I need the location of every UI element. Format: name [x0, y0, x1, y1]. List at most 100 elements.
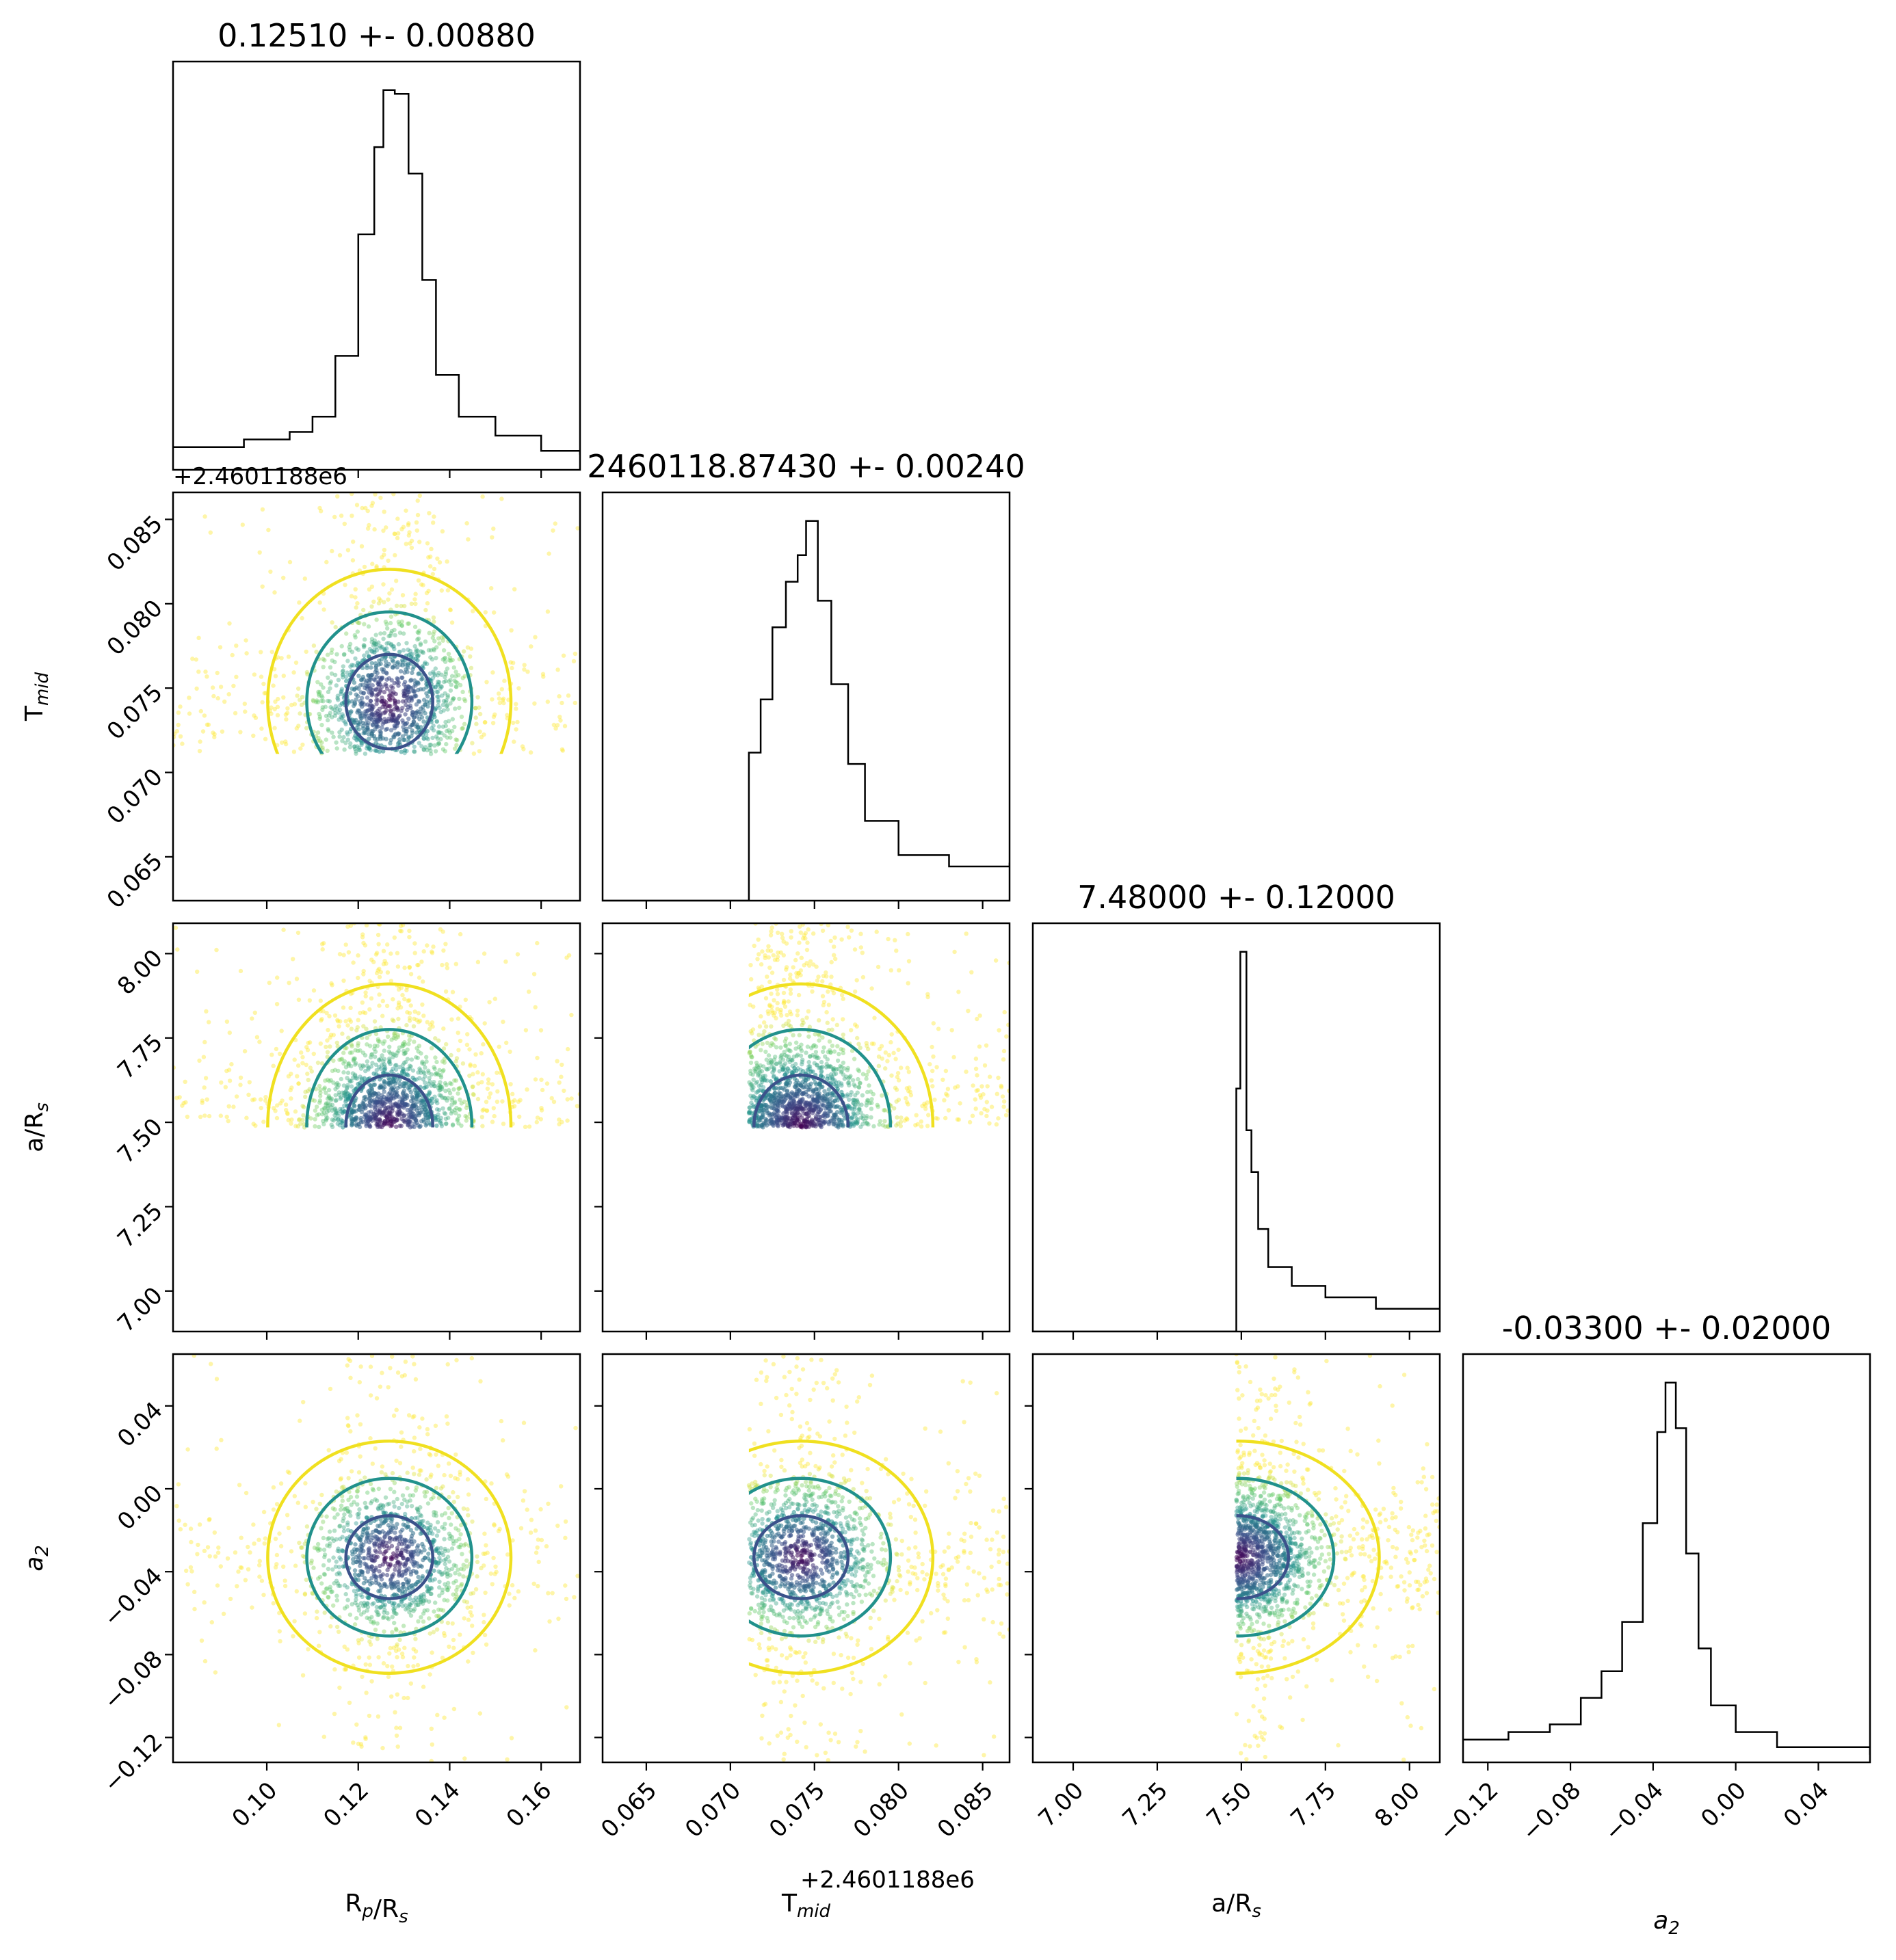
sample-point	[423, 745, 428, 750]
sample-point	[350, 1602, 354, 1606]
sample-point	[432, 671, 436, 676]
sample-point	[864, 1041, 869, 1046]
sample-point	[392, 531, 397, 536]
sample-point	[484, 1496, 488, 1502]
sample-point	[414, 1046, 419, 1050]
sample-point	[819, 1070, 824, 1074]
sample-point	[383, 682, 388, 687]
sample-point	[769, 1024, 774, 1029]
sample-point	[778, 1010, 783, 1015]
sample-point	[361, 1556, 366, 1561]
sample-point	[432, 514, 436, 519]
sample-point	[815, 1099, 819, 1104]
sample-point	[1001, 1057, 1006, 1062]
sample-point	[287, 1470, 292, 1475]
sample-point	[883, 1050, 888, 1055]
sample-point	[832, 953, 837, 957]
sample-point	[423, 660, 427, 665]
sample-point	[426, 648, 432, 652]
sample-point	[393, 1531, 397, 1535]
sample-point	[787, 1009, 793, 1014]
sample-point	[973, 1097, 978, 1102]
sample-point	[458, 683, 463, 688]
sample-point	[850, 1121, 856, 1126]
sample-point	[345, 548, 351, 553]
sample-point	[837, 1052, 841, 1057]
sample-point	[388, 633, 393, 638]
sample-point	[923, 1103, 928, 1108]
sample-point	[319, 509, 324, 514]
sample-point	[400, 1042, 406, 1046]
sample-point	[361, 643, 366, 648]
sample-point	[750, 1027, 756, 1032]
sample-point	[391, 492, 396, 496]
sample-point	[342, 1103, 347, 1109]
sample-point	[854, 1116, 859, 1121]
sample-point	[852, 1122, 856, 1127]
sample-point	[327, 1078, 332, 1084]
sample-point	[342, 1059, 347, 1064]
sample-point	[442, 679, 447, 685]
sample-point	[445, 1574, 450, 1579]
sample-point	[871, 1091, 876, 1097]
sample-point	[447, 658, 452, 663]
sample-point	[442, 656, 447, 661]
sample-point	[340, 1090, 345, 1095]
sample-point	[326, 1106, 330, 1111]
sample-point	[876, 1063, 882, 1069]
sample-point	[226, 1104, 231, 1109]
sample-point	[769, 1061, 775, 1065]
sample-point	[379, 1085, 384, 1089]
sample-point	[754, 1063, 760, 1068]
sample-point	[418, 641, 423, 646]
sample-point	[358, 1742, 364, 1747]
sample-point	[445, 1620, 451, 1626]
sample-point	[450, 990, 456, 994]
sample-point	[361, 607, 366, 613]
sample-point	[376, 601, 382, 606]
panel-title: 0.12510 +- 0.00880	[218, 17, 536, 54]
sample-point	[360, 720, 365, 726]
sample-point	[346, 1061, 351, 1067]
sample-point	[761, 1064, 766, 1069]
sample-point	[363, 1500, 367, 1505]
sample-point	[803, 931, 808, 936]
sample-point	[435, 736, 440, 741]
sample-point	[375, 670, 380, 676]
sample-point	[955, 1117, 960, 1122]
sample-point	[394, 1733, 399, 1738]
sample-point	[833, 956, 838, 962]
sample-point	[922, 1101, 927, 1107]
sample-point	[799, 1042, 804, 1047]
sample-point	[355, 744, 360, 749]
sample-point	[406, 665, 410, 670]
sample-point	[443, 942, 448, 946]
sample-point	[438, 1075, 444, 1080]
sample-point	[298, 1122, 303, 1126]
sample-point	[415, 1055, 420, 1061]
sample-point	[356, 1511, 361, 1516]
sample-point	[320, 745, 325, 750]
scatter-points	[174, 1354, 580, 1762]
sample-point	[885, 1059, 890, 1063]
sample-point	[333, 624, 338, 630]
sample-point	[999, 1083, 1003, 1089]
sample-point	[449, 1052, 453, 1058]
sample-point	[1001, 1099, 1007, 1104]
sample-point	[874, 929, 879, 934]
sample-point	[460, 726, 465, 731]
sample-point	[322, 658, 327, 663]
sample-point	[773, 1055, 778, 1059]
sample-point	[791, 965, 795, 970]
sample-point	[321, 1087, 327, 1091]
sample-point	[839, 937, 844, 942]
sample-point	[765, 948, 770, 953]
sample-point	[778, 1007, 783, 1013]
sample-point	[490, 721, 496, 726]
sample-point	[261, 1509, 267, 1515]
sample-point	[419, 715, 425, 720]
sample-point	[852, 1120, 856, 1125]
sample-point	[882, 1108, 888, 1113]
sample-point	[435, 673, 440, 678]
sample-point	[984, 1043, 989, 1048]
